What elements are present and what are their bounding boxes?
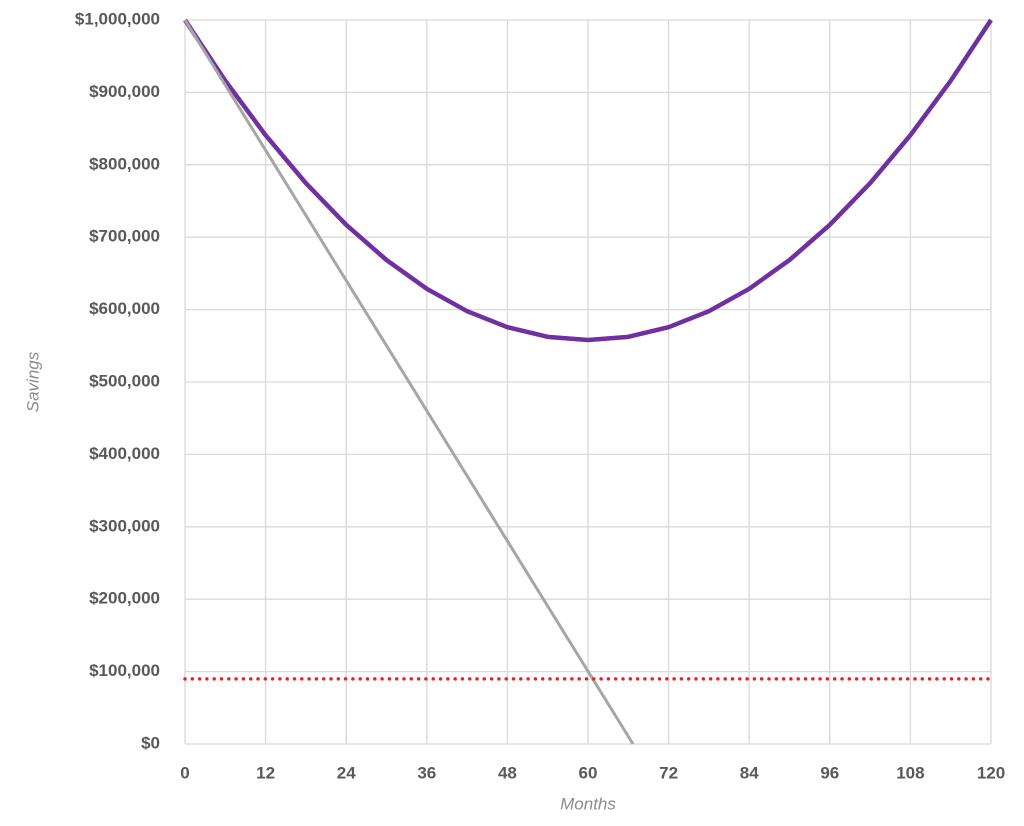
y-tick-label: $600,000	[89, 299, 160, 318]
x-tick-label: 108	[896, 763, 924, 782]
x-tick-label: 120	[977, 763, 1005, 782]
x-tick-label: 96	[820, 763, 839, 782]
y-axis-label: Savings	[23, 351, 42, 412]
x-tick-label: 84	[740, 763, 759, 782]
y-tick-label: $1,000,000	[75, 9, 160, 28]
y-tick-label: $100,000	[89, 661, 160, 680]
y-tick-label: $400,000	[89, 444, 160, 463]
x-axis-label: Months	[560, 794, 616, 813]
y-tick-label: $800,000	[89, 154, 160, 173]
y-tick-label: $0	[141, 733, 160, 752]
y-tick-label: $200,000	[89, 589, 160, 608]
y-tick-label: $500,000	[89, 371, 160, 390]
y-tick-label: $300,000	[89, 516, 160, 535]
x-tick-label: 48	[498, 763, 517, 782]
y-tick-label: $700,000	[89, 227, 160, 246]
x-tick-label: 0	[180, 763, 189, 782]
series-line	[183, 18, 993, 343]
x-tick-label: 72	[659, 763, 678, 782]
x-tick-label: 36	[417, 763, 436, 782]
series-line	[183, 19, 635, 745]
x-tick-label: 24	[337, 763, 356, 782]
x-tick-label: 60	[579, 763, 598, 782]
y-tick-label: $900,000	[89, 82, 160, 101]
x-tick-label: 12	[256, 763, 275, 782]
